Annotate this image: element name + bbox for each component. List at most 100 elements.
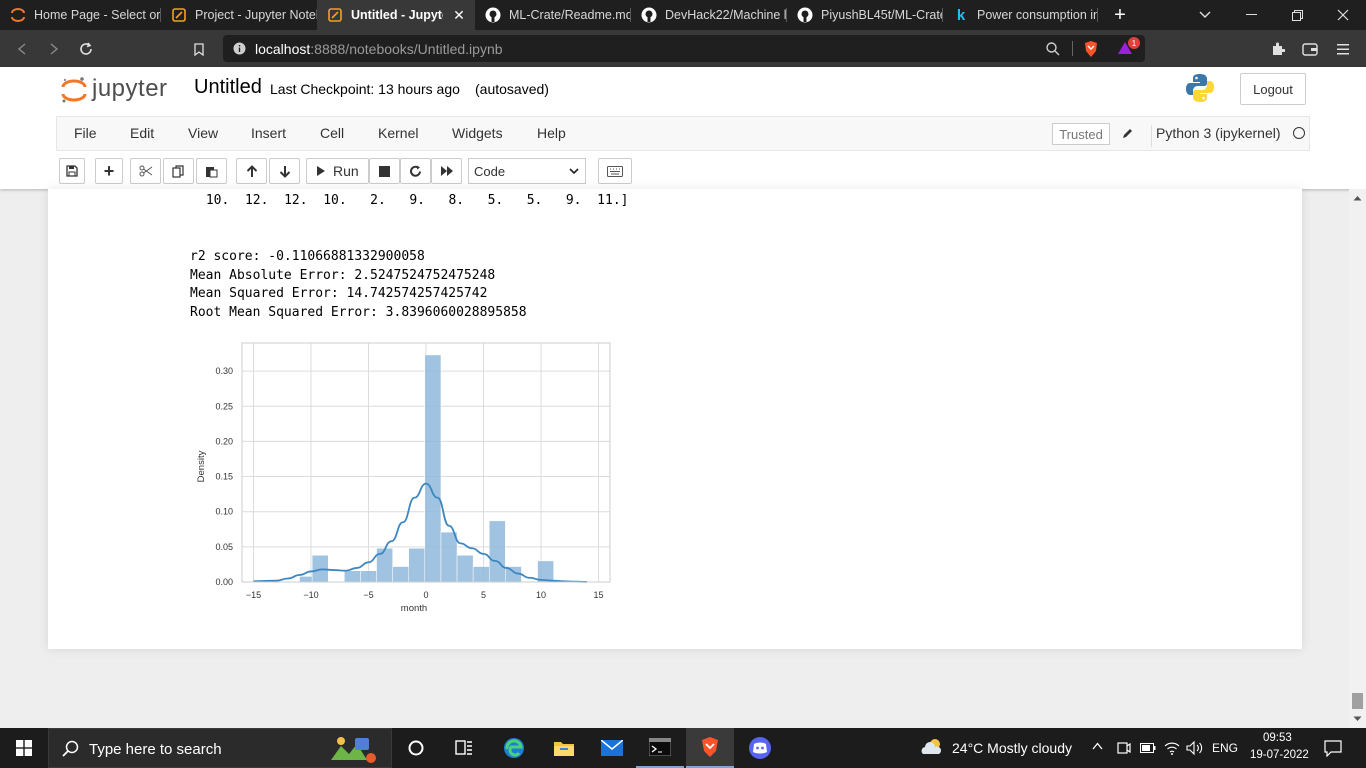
- task-view-button[interactable]: [440, 728, 488, 768]
- y-tick-label: 0.15: [215, 472, 233, 482]
- cortana-button[interactable]: [392, 728, 440, 768]
- restore-icon: [1291, 9, 1303, 21]
- plus-icon: +: [103, 160, 115, 181]
- arrow-down-icon: [279, 165, 290, 178]
- run-button[interactable]: Run: [306, 158, 369, 184]
- save-icon: [66, 165, 78, 177]
- histogram-bars: [299, 354, 554, 583]
- edge-taskbar-button[interactable]: [490, 728, 538, 768]
- tab-power-consumption[interactable]: k Power consumption in: [943, 0, 1097, 30]
- page-scrollbar[interactable]: [1349, 189, 1366, 728]
- menu-button[interactable]: [1331, 37, 1355, 61]
- chevron-down-icon: [569, 168, 579, 175]
- menu-help[interactable]: Help: [537, 125, 566, 141]
- insert-cell-button[interactable]: +: [95, 158, 123, 184]
- tab-divider: [786, 8, 787, 22]
- tab-piyush-ml-crate[interactable]: PiyushBL45t/ML-Crate: [787, 0, 942, 30]
- notifications-icon[interactable]: [1324, 740, 1342, 757]
- menu-edit[interactable]: Edit: [130, 125, 155, 141]
- tab-untitled-jupyter[interactable]: Untitled - Jupyter ✕: [317, 0, 475, 30]
- interrupt-button[interactable]: [369, 158, 400, 184]
- battery-icon[interactable]: [1140, 742, 1156, 754]
- discord-button[interactable]: [736, 728, 784, 768]
- x-axis-label: month: [401, 603, 427, 614]
- clock-time[interactable]: 09:53: [1263, 732, 1292, 744]
- brave-taskbar-button[interactable]: [686, 728, 734, 768]
- restore-button[interactable]: [1274, 0, 1320, 30]
- close-window-button[interactable]: [1320, 0, 1366, 30]
- scroll-up-icon[interactable]: [1353, 195, 1362, 201]
- restart-button[interactable]: [400, 158, 431, 184]
- cortana-icon: [408, 740, 424, 756]
- brave-rewards-icon[interactable]: [1117, 40, 1135, 56]
- address-bar[interactable]: localhost:8888/notebooks/Untitled.ipynb …: [223, 35, 1145, 62]
- menu-insert[interactable]: Insert: [251, 125, 287, 141]
- notebook-name[interactable]: Untitled: [194, 76, 262, 98]
- wifi-icon[interactable]: [1164, 741, 1180, 755]
- weather-text[interactable]: 24°C Mostly cloudy: [952, 740, 1072, 756]
- histogram-bar: [344, 570, 361, 583]
- copy-icon: [172, 164, 184, 178]
- jupyter-logo-icon[interactable]: [60, 76, 88, 104]
- clock-date[interactable]: 19-07-2022: [1250, 749, 1309, 761]
- show-hidden-icons-icon[interactable]: [1092, 742, 1103, 750]
- menu-file[interactable]: File: [74, 125, 97, 141]
- volume-icon[interactable]: [1186, 741, 1204, 755]
- cell-type-value: Code: [474, 163, 506, 179]
- menu-widgets[interactable]: Widgets: [452, 125, 503, 141]
- move-down-button[interactable]: [269, 158, 300, 184]
- x-tick-label: 0: [423, 590, 428, 600]
- tab-home-page[interactable]: Home Page - Select or: [0, 0, 160, 30]
- forward-button[interactable]: [42, 37, 66, 61]
- terminal-button[interactable]: [636, 728, 684, 768]
- bookmark-button[interactable]: [187, 37, 211, 61]
- zoom-icon[interactable]: [1046, 42, 1060, 56]
- cut-button[interactable]: [130, 158, 161, 184]
- tab-devhack22[interactable]: DevHack22/Machine le: [631, 0, 786, 30]
- brave-shield-icon[interactable]: [1083, 40, 1099, 58]
- histogram-bar: [392, 566, 409, 583]
- tab-ml-crate-readme[interactable]: ML-Crate/Readme.md: [475, 0, 630, 30]
- meet-now-icon[interactable]: [1117, 740, 1131, 756]
- menu-view[interactable]: View: [188, 125, 219, 141]
- menu-kernel[interactable]: Kernel: [378, 125, 419, 141]
- reload-button[interactable]: [74, 37, 98, 61]
- save-button[interactable]: [59, 158, 85, 184]
- minimize-button[interactable]: [1228, 0, 1274, 30]
- command-palette-button[interactable]: [598, 158, 632, 184]
- tab-search-button[interactable]: [1182, 0, 1228, 30]
- extensions-button[interactable]: [1266, 37, 1290, 61]
- scrollbar-thumb[interactable]: [1352, 693, 1363, 709]
- weather-cloudy-icon[interactable]: [920, 738, 944, 756]
- trusted-indicator[interactable]: Trusted: [1052, 123, 1110, 145]
- paste-button[interactable]: [196, 158, 227, 184]
- close-icon[interactable]: ✕: [453, 6, 465, 23]
- back-button[interactable]: [10, 37, 34, 61]
- discord-icon: [749, 737, 771, 759]
- tab-project-notebook[interactable]: Project - Jupyter Noteb: [161, 0, 317, 30]
- pencil-icon[interactable]: [1121, 127, 1134, 140]
- cell-type-select[interactable]: Code: [468, 158, 586, 184]
- edge-icon: [504, 738, 524, 758]
- file-explorer-button[interactable]: [540, 728, 588, 768]
- github-icon: [485, 7, 501, 23]
- new-tab-button[interactable]: +: [1114, 3, 1126, 26]
- menu-cell[interactable]: Cell: [320, 125, 345, 141]
- mail-button[interactable]: [588, 728, 636, 768]
- x-tick-label: 5: [481, 590, 486, 600]
- restart-run-all-button[interactable]: [431, 158, 462, 184]
- logout-button[interactable]: Logout: [1240, 73, 1306, 105]
- start-button[interactable]: [0, 728, 48, 768]
- wallet-button[interactable]: [1298, 37, 1322, 61]
- scroll-down-icon[interactable]: [1353, 716, 1362, 722]
- taskbar-search[interactable]: Type here to search: [48, 728, 392, 768]
- move-up-button[interactable]: [236, 158, 267, 184]
- github-icon: [797, 7, 813, 23]
- histogram-bar: [440, 531, 458, 583]
- histogram-bar: [299, 576, 313, 583]
- info-icon[interactable]: [233, 42, 246, 55]
- input-language[interactable]: ENG: [1212, 741, 1239, 755]
- kernel-name[interactable]: Python 3 (ipykernel): [1151, 125, 1281, 147]
- x-tick-label: −5: [363, 590, 373, 600]
- copy-button[interactable]: [163, 158, 194, 184]
